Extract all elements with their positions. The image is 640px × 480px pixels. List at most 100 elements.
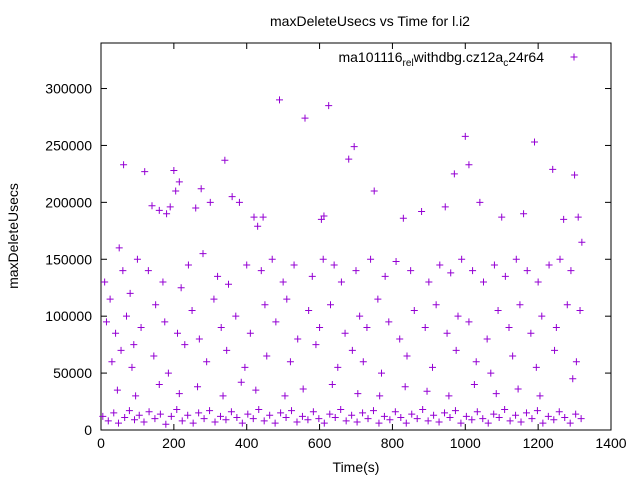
data-point [483,335,491,343]
data-point [470,380,478,388]
data-point [490,261,498,269]
data-point [241,363,249,371]
data-point [161,318,169,326]
data-point [410,306,418,314]
data-point [164,369,172,377]
data-point [173,406,181,414]
data-point [523,267,531,275]
data-point [246,329,254,337]
data-point [423,387,431,395]
data-point [476,198,484,206]
data-point [140,418,148,426]
data-point [106,295,114,303]
y-tick-label: 100000 [45,308,92,324]
data-point [327,301,334,309]
data-point [237,378,245,386]
data-point [137,324,145,332]
data-point [211,418,219,426]
data-point [250,213,258,221]
data-point [133,255,141,263]
data-point [566,419,574,427]
data-point [162,420,170,428]
data-point [282,413,290,421]
data-point [233,413,241,421]
data-point [512,411,520,419]
data-point [200,415,208,423]
data-point [110,409,118,417]
data-point [465,161,473,169]
data-point [115,244,123,252]
data-point [232,312,240,320]
data-point [197,185,205,193]
data-point [514,385,522,393]
data-point [244,410,252,418]
data-point [288,407,296,415]
data-point [350,143,358,151]
data-point [128,363,136,371]
data-point [522,409,530,417]
data-point [561,413,569,421]
data-point [436,261,444,269]
data-point [392,258,400,266]
data-point [560,215,568,223]
data-point [167,412,175,420]
y-axis-label: maxDeleteUsecs [5,183,21,289]
data-point [451,407,459,415]
data-point [141,168,149,176]
data-point [354,390,362,398]
data-point [290,261,298,269]
data-point [334,363,342,371]
data-point [473,408,481,416]
data-point [487,369,495,377]
data-point [216,412,224,420]
legend-label-mid: withdbg.cz12a [413,49,504,65]
data-point [286,358,294,366]
data-point [277,409,285,417]
data-point [375,419,383,427]
data-point [479,415,487,423]
data-point [121,413,129,421]
data-point [299,385,307,393]
data-point [527,329,535,337]
data-point [301,114,309,122]
data-point [263,352,271,360]
data-point [315,415,323,423]
data-point [469,267,477,275]
data-point [528,415,536,423]
data-point [114,419,122,427]
data-point [283,295,291,303]
data-point [551,346,559,354]
x-tick-label: 0 [97,435,105,451]
data-point [494,306,502,314]
data-point [330,261,338,269]
data-point [281,392,289,400]
data-point [506,417,514,425]
data-point [238,419,246,427]
x-axis-label: Time(s) [333,459,380,475]
data-point [189,419,197,427]
data-point [152,301,160,309]
data-point [353,418,361,426]
data-point [151,415,159,423]
legend-label-main: ma101116 [338,49,402,65]
data-point [257,267,265,275]
data-point [501,272,509,280]
data-point [403,352,411,360]
data-point [181,341,189,349]
data-point [452,346,460,354]
data-point [214,272,222,280]
data-point [184,261,192,269]
data-point [364,415,372,423]
data-point [177,284,185,292]
data-point [254,222,262,230]
data-point [505,324,513,332]
data-point [572,410,580,418]
data-point [441,409,449,417]
data-point [120,161,128,169]
data-point [217,324,225,332]
data-point [294,335,302,343]
data-point [276,96,283,104]
data-point [549,165,557,173]
data-point [188,306,196,314]
